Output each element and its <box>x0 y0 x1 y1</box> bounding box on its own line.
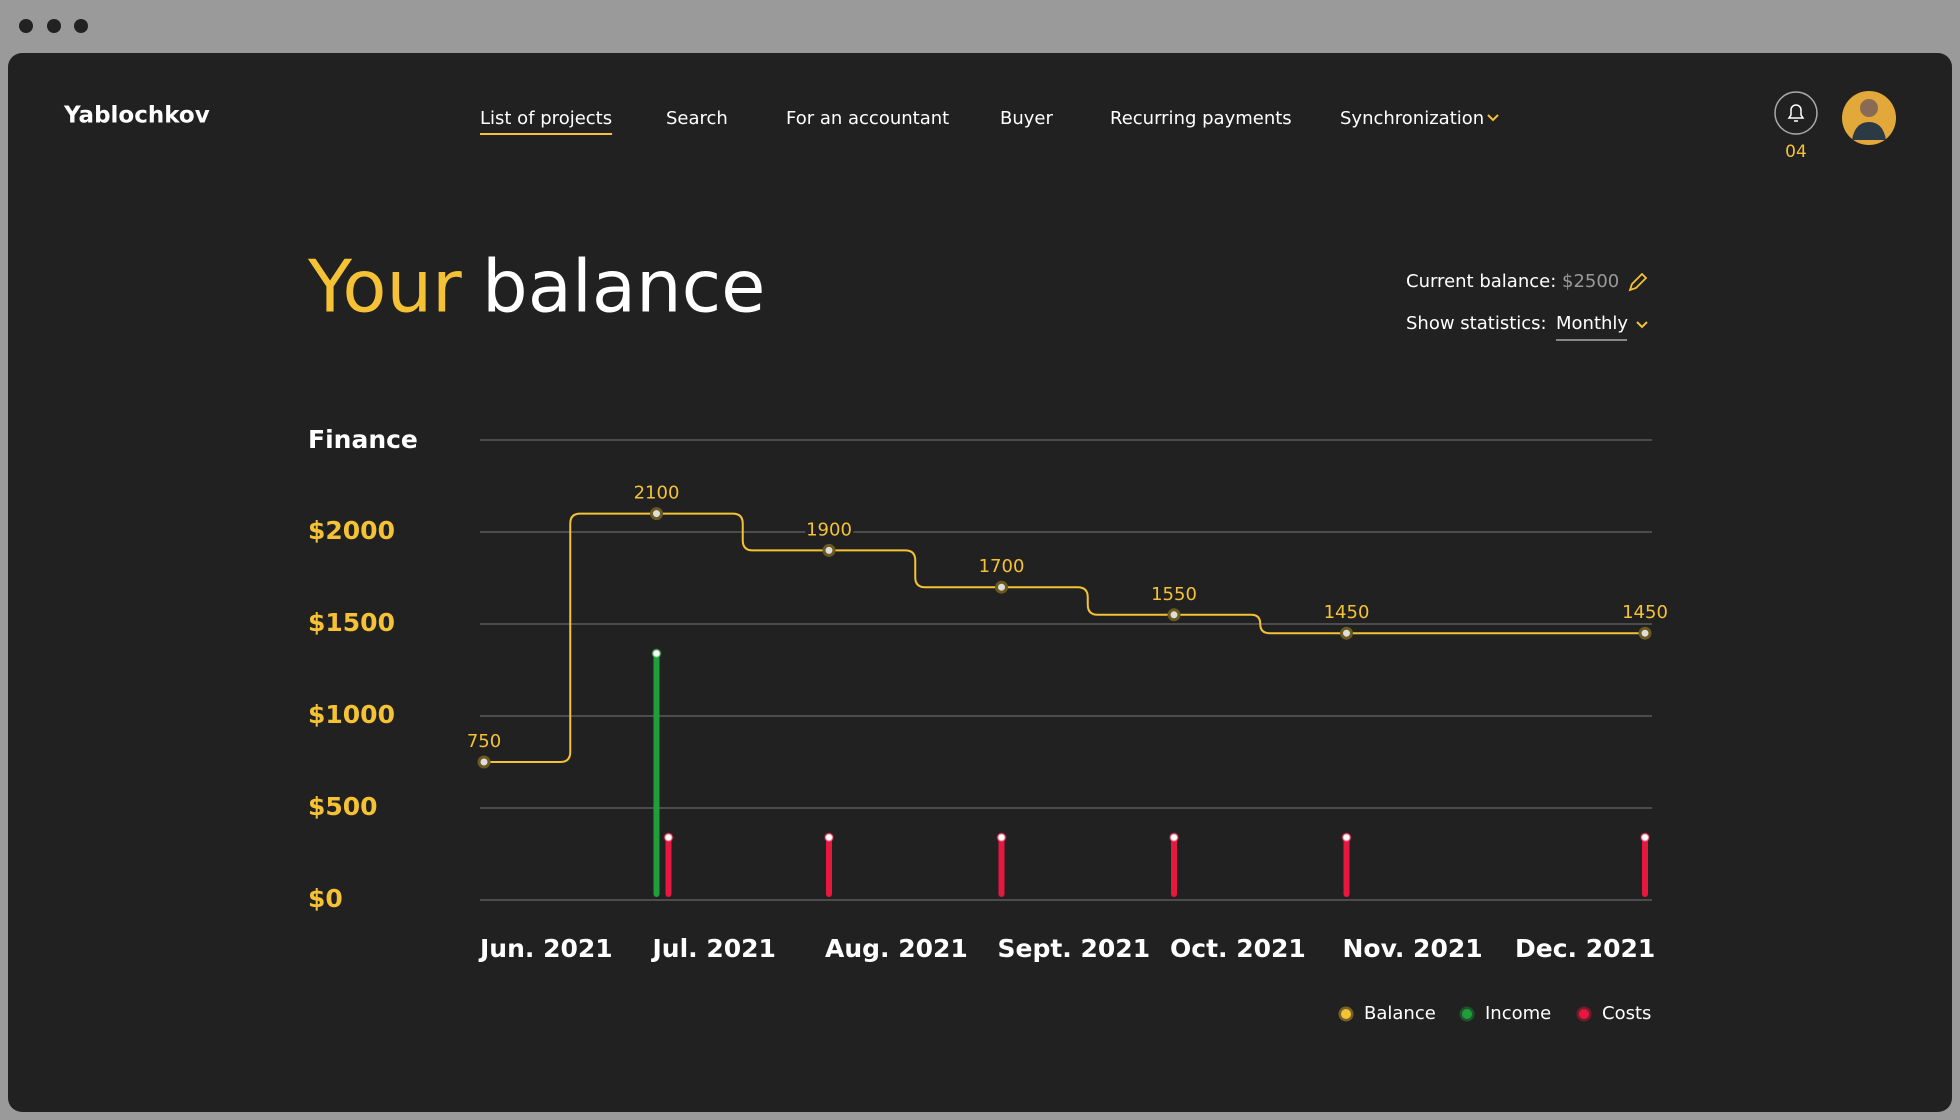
nav-link[interactable]: List of projects <box>480 108 612 129</box>
balance-line <box>484 512 1645 763</box>
nav-link[interactable]: Buyer <box>1000 108 1053 129</box>
window-dot <box>47 19 61 33</box>
dropdown-chevron <box>1636 321 1648 329</box>
balance-value: $2500 <box>1562 271 1619 292</box>
app-panel <box>8 53 1952 1112</box>
y-tick-label: $0 <box>308 884 343 913</box>
bar-cap <box>824 832 834 843</box>
data-label: 2100 <box>634 483 680 504</box>
nav: List of projects Search For an accountant B… <box>480 108 1484 135</box>
brand[interactable]: Yablochkov <box>63 103 210 129</box>
x-tick-label: Aug. 2021 <box>825 934 968 963</box>
balance-point <box>650 507 663 521</box>
data-label: 1550 <box>1151 584 1197 605</box>
nav-link[interactable]: For an accountant <box>786 108 949 129</box>
legend-label: Income <box>1485 1003 1551 1024</box>
x-tick-label: Jun. 2021 <box>478 934 613 963</box>
bar-cap <box>663 832 674 843</box>
legend-dot <box>1338 1006 1354 1022</box>
chart-title: Finance <box>308 425 418 454</box>
x-tick-label: Dec. 2021 <box>1515 934 1655 963</box>
bar-cap <box>1341 832 1352 843</box>
balance-point <box>1167 608 1181 622</box>
bar-cap <box>996 832 1007 843</box>
data-label: 1900 <box>806 519 852 540</box>
avatar-body <box>1852 122 1886 140</box>
x-tick-label: Sept. 2021 <box>998 934 1151 963</box>
title-rest: balance <box>482 245 765 329</box>
edit-icon[interactable] <box>1628 272 1648 292</box>
nav-link[interactable]: Synchronization <box>1340 108 1484 129</box>
window-dot <box>74 19 88 33</box>
dropdown-chevron <box>1487 114 1499 122</box>
balance-point <box>822 543 836 557</box>
y-tick-label: $1500 <box>308 608 395 637</box>
y-tick-label: $2000 <box>308 516 395 545</box>
nav-link[interactable]: Search <box>666 108 728 129</box>
avatar-head <box>1860 99 1878 117</box>
y-tick-label: $1000 <box>308 700 395 729</box>
bar-cap <box>1169 832 1179 843</box>
legend-dot <box>1576 1006 1592 1022</box>
data-label: 1450 <box>1324 602 1370 623</box>
bell-icon <box>1787 104 1805 122</box>
legend-label: Balance <box>1364 1003 1436 1024</box>
data-label: 1450 <box>1622 602 1668 623</box>
legend-label: Costs <box>1602 1003 1651 1024</box>
balance-point <box>995 580 1008 594</box>
statistics-label: Show statistics: <box>1406 313 1547 334</box>
legend-dot <box>1459 1006 1475 1022</box>
bar-cap <box>651 648 662 659</box>
notification-count: 04 <box>1785 142 1807 162</box>
balance-point <box>477 755 491 769</box>
bell-button[interactable] <box>1774 91 1818 135</box>
x-tick-label: Jul. 2021 <box>651 934 776 963</box>
x-tick-label: Oct. 2021 <box>1170 934 1306 963</box>
balance-label: Current balance: <box>1406 271 1556 292</box>
balance-point <box>1340 626 1353 640</box>
bar-cap <box>1640 832 1650 843</box>
x-tick-label: Nov. 2021 <box>1343 934 1483 963</box>
data-label: 750 <box>467 731 501 752</box>
statistics-period[interactable]: Monthly <box>1556 313 1628 334</box>
window-dot <box>19 19 33 33</box>
y-tick-label: $500 <box>308 792 378 821</box>
data-label: 1700 <box>979 556 1025 577</box>
balance-point <box>1638 626 1652 640</box>
nav-link[interactable]: Recurring payments <box>1110 108 1292 129</box>
title-accent: Your <box>307 245 462 329</box>
